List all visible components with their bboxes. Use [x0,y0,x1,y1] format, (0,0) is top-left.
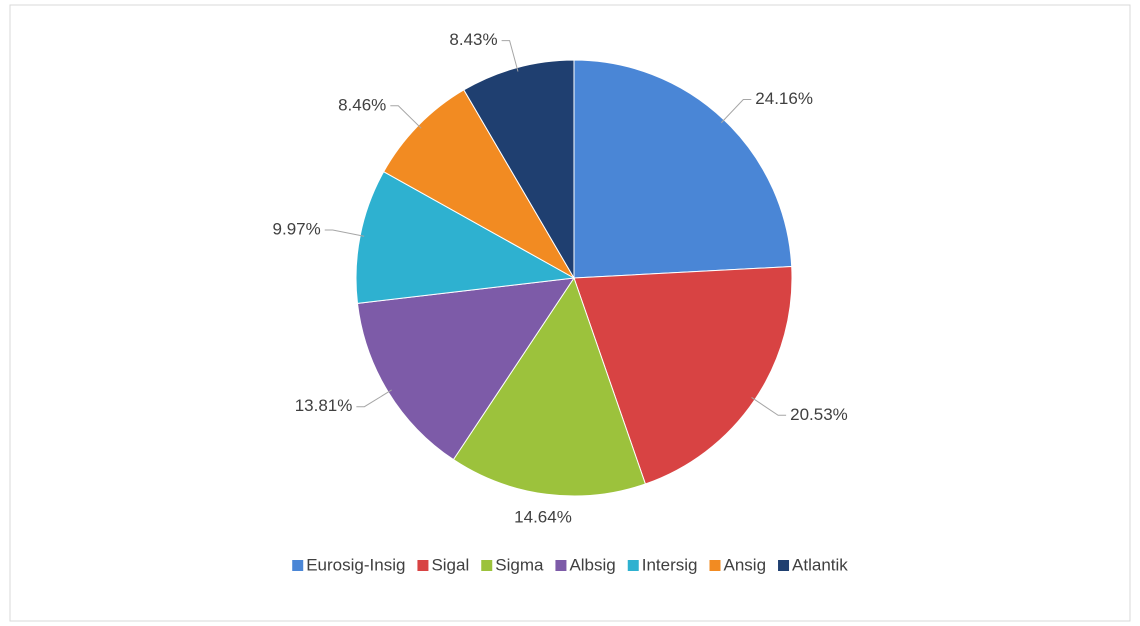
data-label: 8.43% [449,30,497,49]
data-label: 13.81% [295,396,353,415]
legend-swatch [627,560,639,571]
leader-line [501,40,519,72]
data-label: 24.16% [755,89,813,108]
leader-line [390,105,422,129]
leader-line [324,229,365,237]
legend-swatch [709,560,721,571]
legend-label: Eurosig-Insig [306,555,405,574]
leader-line [751,397,787,416]
legend-label: Intersig [642,555,698,574]
legend-swatch [778,560,790,571]
data-label: 20.53% [790,405,848,424]
legend-label: Atlantik [792,555,848,574]
data-label: 9.97% [273,219,321,238]
legend-swatch [292,560,304,571]
leader-line [720,99,752,124]
legend-label: Sigal [431,555,469,574]
data-label: 8.46% [338,95,386,114]
legend-label: Albsig [569,555,615,574]
legend-label: Sigma [495,555,544,574]
legend-swatch [555,560,567,571]
leader-line [356,389,392,408]
legend-label: Ansig [724,555,767,574]
legend-swatch [417,560,429,571]
legend-swatch [481,560,493,571]
pie-slice [452,276,647,497]
data-label: 14.64% [514,508,572,527]
